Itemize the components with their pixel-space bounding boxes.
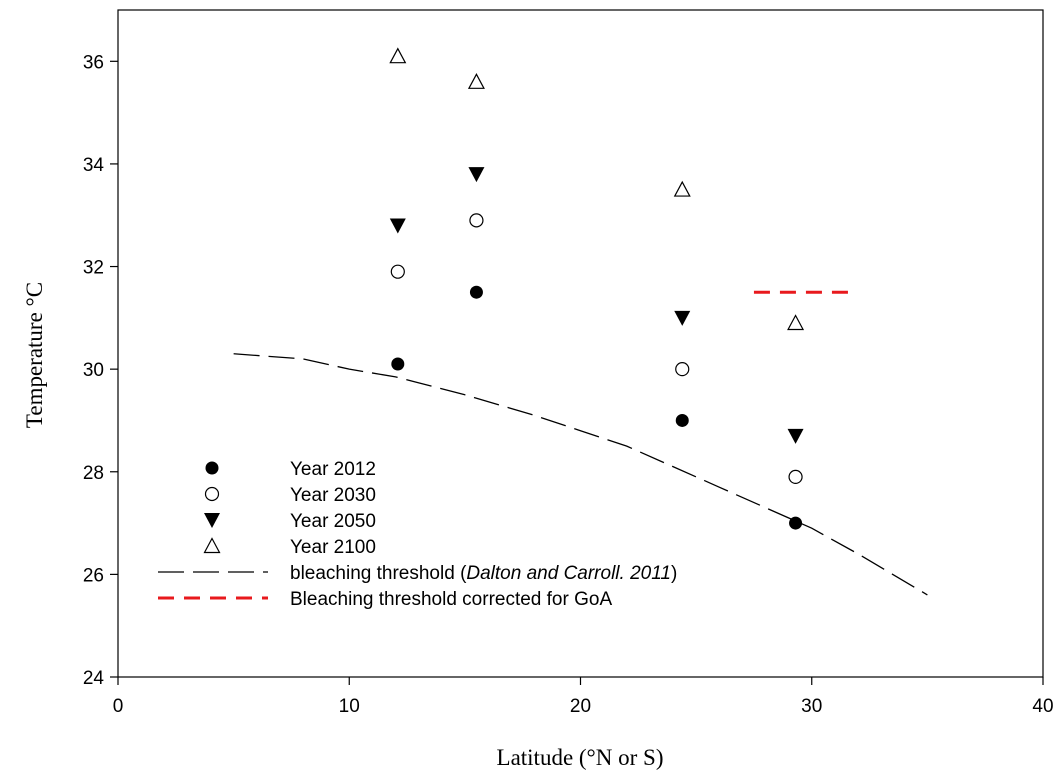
- data-point: [787, 428, 804, 444]
- y-tick-label: 34: [83, 155, 105, 176]
- x-tick-label: 0: [113, 696, 124, 717]
- data-point: [390, 264, 405, 279]
- x-tick-label: 30: [801, 696, 822, 717]
- y-tick-label: 26: [83, 565, 104, 586]
- y-tick-label: 30: [83, 360, 104, 381]
- legend-label: Year 2050: [290, 511, 376, 532]
- data-point: [391, 357, 405, 371]
- data-point: [674, 310, 691, 326]
- legend: Year 2012 Year 2030 Year 2050 Year 2100 blea…: [158, 459, 677, 610]
- x-axis-title: Latitude (°N or S): [497, 745, 664, 770]
- y-tick-label: 32: [83, 258, 104, 279]
- axes: 0 10 20 30 40 24 26 28 30 32 34 36: [83, 9, 1054, 717]
- data-point: [469, 285, 483, 299]
- y-axis-title: Temperature °C: [22, 282, 47, 428]
- legend-symbol: [204, 486, 220, 502]
- data-points: [389, 47, 805, 530]
- threshold-lines: [233, 290, 928, 596]
- data-point: [789, 516, 803, 530]
- legend-label: Year 2012: [290, 459, 376, 480]
- data-point: [675, 362, 690, 377]
- data-point: [788, 469, 803, 484]
- x-tick-label: 10: [339, 696, 360, 717]
- data-point: [467, 73, 485, 89]
- data-point: [673, 180, 691, 197]
- legend-symbol: [205, 461, 219, 475]
- legend-label: bleaching threshold (Dalton and Carroll.…: [290, 563, 677, 584]
- legend-symbol: [203, 537, 221, 554]
- y-tick-label: 24: [83, 668, 105, 689]
- data-point: [787, 314, 805, 331]
- bleaching-threshold-line: [233, 353, 928, 596]
- data-point: [469, 213, 484, 228]
- y-tick-label: 36: [83, 52, 104, 73]
- data-point: [389, 47, 407, 64]
- legend-label: Bleaching threshold corrected for GoA: [290, 589, 612, 610]
- legend-symbol: [204, 513, 220, 528]
- x-tick-label: 40: [1032, 696, 1053, 717]
- data-point: [468, 167, 485, 183]
- data-point: [389, 218, 406, 234]
- data-point: [675, 413, 689, 427]
- x-tick-label: 20: [570, 696, 591, 717]
- legend-label: Year 2100: [290, 537, 376, 558]
- legend-label: Year 2030: [290, 485, 376, 506]
- y-tick-label: 28: [83, 463, 104, 484]
